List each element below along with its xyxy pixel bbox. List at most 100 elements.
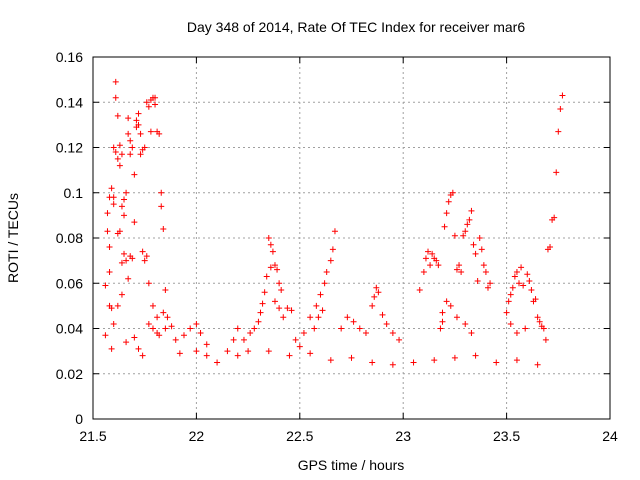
data-point: [110, 201, 117, 208]
data-point: [116, 228, 123, 235]
data-point: [102, 332, 109, 339]
data-point: [123, 339, 130, 346]
data-point: [137, 130, 144, 137]
data-point: [164, 314, 171, 321]
data-point: [135, 121, 142, 128]
data-point: [271, 298, 278, 305]
data-point: [276, 305, 283, 312]
data-point: [433, 257, 440, 264]
data-point: [118, 291, 125, 298]
data-point: [139, 352, 146, 359]
y-tick-label: 0.02: [56, 366, 83, 382]
data-point: [131, 334, 138, 341]
data-point: [443, 210, 450, 217]
data-point: [371, 293, 378, 300]
data-point: [509, 284, 516, 291]
data-point: [284, 305, 291, 312]
data-point: [534, 314, 541, 321]
data-point: [108, 345, 115, 352]
data-point: [522, 325, 529, 332]
data-point: [542, 336, 549, 343]
data-point: [292, 336, 299, 343]
data-point: [274, 266, 281, 273]
data-point: [271, 262, 278, 269]
data-point: [102, 282, 109, 289]
data-point: [420, 268, 427, 275]
x-tick-label: 22.5: [286, 428, 313, 444]
data-point: [251, 325, 258, 332]
data-point: [127, 151, 134, 158]
data-point: [160, 309, 167, 316]
data-point: [158, 189, 165, 196]
data-point: [307, 314, 314, 321]
data-point: [449, 189, 456, 196]
data-point: [112, 149, 119, 156]
chart-title: Day 348 of 2014, Rate Of TEC Index for r…: [187, 19, 525, 35]
data-point: [139, 248, 146, 255]
data-point: [536, 318, 543, 325]
data-point: [234, 352, 241, 359]
data-point: [187, 325, 194, 332]
data-point: [534, 361, 541, 368]
x-axis-label: GPS time / hours: [298, 457, 405, 473]
data-point: [540, 325, 547, 332]
data-point: [482, 268, 489, 275]
data-point: [520, 282, 527, 289]
data-point: [429, 250, 436, 257]
data-point: [197, 330, 204, 337]
data-point: [410, 359, 417, 366]
data-point: [396, 336, 403, 343]
x-tick-label: 22: [189, 428, 205, 444]
y-tick-label: 0.12: [56, 140, 83, 156]
data-point: [300, 330, 307, 337]
data-point: [118, 259, 125, 266]
plot-frame: [92, 56, 611, 420]
data-point: [329, 246, 336, 253]
data-point: [369, 359, 376, 366]
data-point: [106, 302, 113, 309]
data-point: [116, 142, 123, 149]
data-point: [123, 257, 130, 264]
data-point: [493, 359, 500, 366]
data-point: [313, 302, 320, 309]
data-point: [555, 128, 562, 135]
data-point: [104, 210, 111, 217]
data-point: [513, 330, 520, 337]
data-point: [389, 361, 396, 368]
data-point: [321, 280, 328, 287]
data-point: [193, 320, 200, 327]
data-point: [476, 235, 483, 241]
data-point: [468, 330, 475, 337]
data-point: [276, 280, 283, 287]
data-point: [427, 262, 434, 269]
data-point: [116, 162, 123, 169]
data-point: [203, 352, 210, 359]
data-point: [451, 354, 458, 361]
data-point: [383, 320, 390, 327]
data-point: [487, 280, 494, 287]
data-point: [149, 302, 156, 309]
data-point: [141, 144, 148, 151]
data-point: [437, 325, 444, 332]
data-point: [464, 221, 471, 228]
data-point: [422, 255, 429, 262]
data-point: [176, 350, 183, 357]
data-point: [106, 268, 113, 275]
data-point: [278, 287, 285, 294]
data-point: [106, 244, 113, 251]
y-tick-label: 0.1: [64, 185, 84, 201]
data-point: [129, 255, 136, 262]
data-point: [456, 262, 463, 269]
data-point: [265, 348, 272, 355]
y-tick-labels: 0 0.02 0.04 0.06 0.08 0.1 0.12 0.14 0.16: [56, 49, 83, 427]
data-point: [516, 280, 523, 287]
data-point: [160, 225, 167, 232]
data-point: [114, 155, 121, 162]
data-point: [162, 287, 169, 294]
data-point: [245, 348, 252, 355]
data-point: [317, 291, 324, 298]
data-point: [263, 273, 270, 280]
data-point: [145, 103, 152, 110]
data-point: [286, 352, 293, 359]
